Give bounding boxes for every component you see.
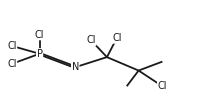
Text: Cl: Cl <box>7 41 17 51</box>
Text: Cl: Cl <box>158 81 167 91</box>
Text: Cl: Cl <box>112 33 122 43</box>
Text: N: N <box>71 62 79 72</box>
Text: Cl: Cl <box>7 59 17 69</box>
Text: Cl: Cl <box>86 35 96 45</box>
Text: P: P <box>37 49 43 59</box>
Text: Cl: Cl <box>35 30 44 40</box>
